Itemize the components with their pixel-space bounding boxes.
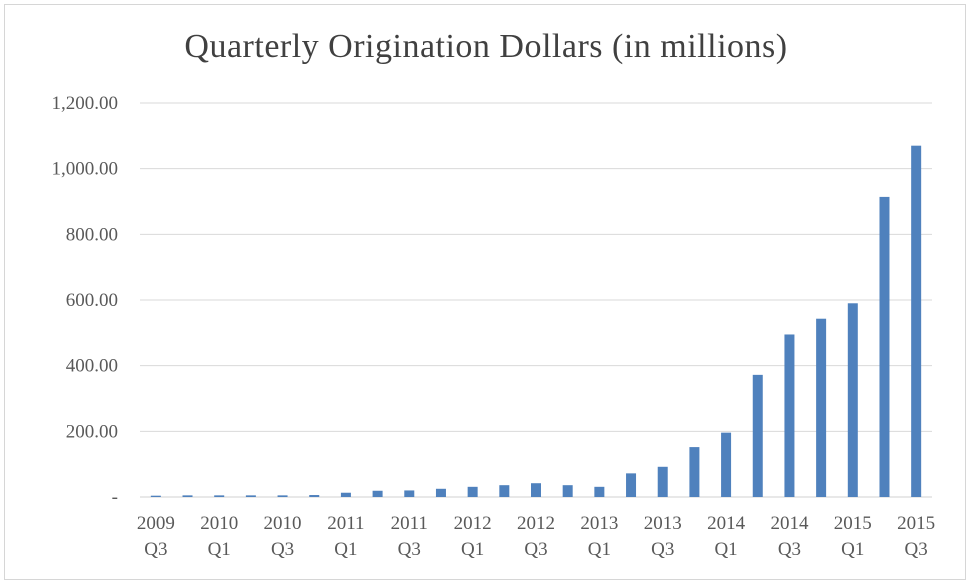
bar <box>879 196 890 498</box>
bar <box>689 447 700 497</box>
x-tick-quarter: Q1 <box>334 539 357 560</box>
x-tick-year: 2012 <box>454 513 492 534</box>
bar <box>245 495 256 497</box>
bar <box>626 473 637 497</box>
bar <box>182 495 193 497</box>
bar <box>467 486 478 497</box>
bar <box>277 495 288 497</box>
bar <box>752 374 763 497</box>
x-tick-year: 2010 <box>264 513 302 534</box>
bar <box>340 492 351 497</box>
y-tick-label: 600.00 <box>66 290 118 311</box>
x-tick-quarter: Q1 <box>208 539 231 560</box>
x-tick-year: 2015 <box>897 513 935 534</box>
y-tick-label: 200.00 <box>66 421 118 442</box>
x-tick-quarter: Q1 <box>841 539 864 560</box>
x-tick-year: 2014 <box>770 513 809 534</box>
x-tick-quarter: Q3 <box>144 539 167 560</box>
bar <box>562 485 573 497</box>
x-tick-quarter: Q3 <box>271 539 294 560</box>
x-tick-quarter: Q3 <box>398 539 421 560</box>
bar <box>499 485 510 497</box>
x-tick-year: 2011 <box>327 513 364 534</box>
y-tick-label: 800.00 <box>66 224 118 245</box>
bar <box>404 490 415 497</box>
bar <box>847 303 858 497</box>
x-tick-quarter: Q3 <box>524 539 547 560</box>
bar <box>531 483 541 497</box>
x-tick-year: 2009 <box>137 513 175 534</box>
y-tick-label: 1,000.00 <box>52 159 119 180</box>
x-tick-quarter: Q3 <box>905 539 928 560</box>
bar <box>309 495 320 497</box>
chart-title: Quarterly Origination Dollars (in millio… <box>184 28 788 65</box>
x-tick-year: 2012 <box>517 513 555 534</box>
chart-frame <box>4 4 966 580</box>
bar <box>911 145 922 497</box>
x-tick-quarter: Q3 <box>651 539 674 560</box>
x-tick-quarter: Q1 <box>714 539 737 560</box>
y-tick-label: 1,200.00 <box>52 93 119 114</box>
bar <box>214 495 225 497</box>
bar <box>816 318 827 497</box>
x-tick-year: 2013 <box>644 513 682 534</box>
x-tick-year: 2014 <box>707 513 746 534</box>
bar <box>372 490 383 497</box>
x-tick-quarter: Q1 <box>588 539 611 560</box>
bar <box>657 466 668 497</box>
bar <box>784 334 795 497</box>
x-tick-quarter: Q3 <box>778 539 801 560</box>
x-tick-year: 2013 <box>580 513 618 534</box>
bar <box>721 432 732 497</box>
y-tick-label: 400.00 <box>66 356 118 377</box>
x-tick-quarter: Q1 <box>461 539 484 560</box>
x-tick-year: 2011 <box>391 513 428 534</box>
x-tick-year: 2010 <box>200 513 238 534</box>
bar <box>150 495 161 497</box>
bar <box>594 486 605 497</box>
x-tick-year: 2015 <box>834 513 872 534</box>
y-tick-label: - <box>112 487 118 508</box>
bar <box>435 488 446 497</box>
